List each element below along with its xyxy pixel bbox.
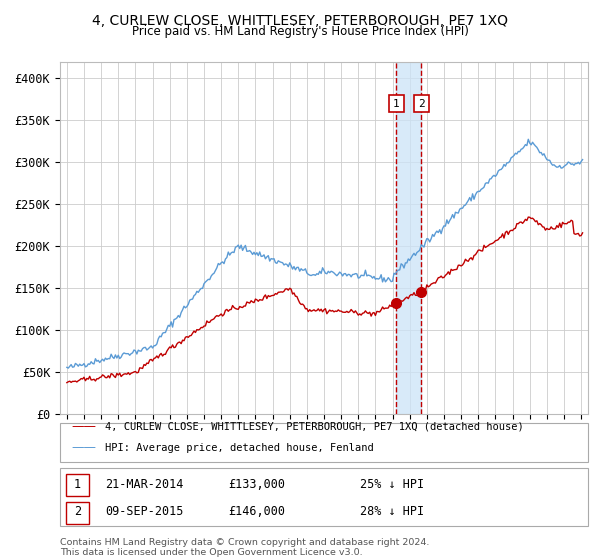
Text: £146,000: £146,000	[228, 505, 285, 518]
Text: 2: 2	[418, 99, 425, 109]
Bar	[397, 62, 421, 414]
Text: 1: 1	[393, 99, 400, 109]
Text: HPI: Average price, detached house, Fenland: HPI: Average price, detached house, Fenl…	[105, 443, 374, 453]
Text: 2: 2	[74, 505, 81, 518]
Text: ——: ——	[71, 441, 97, 455]
Text: 4, CURLEW CLOSE, WHITTLESEY, PETERBOROUGH, PE7 1XQ: 4, CURLEW CLOSE, WHITTLESEY, PETERBOROUG…	[92, 14, 508, 28]
Text: 1: 1	[74, 478, 81, 491]
Text: 09-SEP-2015: 09-SEP-2015	[105, 505, 184, 518]
Text: Contains HM Land Registry data © Crown copyright and database right 2024.
This d: Contains HM Land Registry data © Crown c…	[60, 538, 430, 557]
Text: ——: ——	[71, 420, 97, 433]
Text: £133,000: £133,000	[228, 478, 285, 491]
Text: 25% ↓ HPI: 25% ↓ HPI	[360, 478, 424, 491]
Text: Price paid vs. HM Land Registry's House Price Index (HPI): Price paid vs. HM Land Registry's House …	[131, 25, 469, 38]
Text: 4, CURLEW CLOSE, WHITTLESEY, PETERBOROUGH, PE7 1XQ (detached house): 4, CURLEW CLOSE, WHITTLESEY, PETERBOROUG…	[105, 422, 524, 432]
Text: 21-MAR-2014: 21-MAR-2014	[105, 478, 184, 491]
Text: 28% ↓ HPI: 28% ↓ HPI	[360, 505, 424, 518]
